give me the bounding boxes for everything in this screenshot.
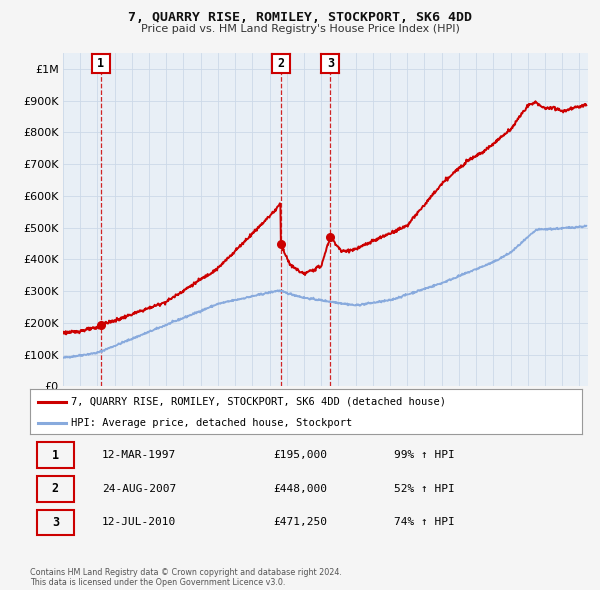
Text: 74% ↑ HPI: 74% ↑ HPI: [394, 517, 455, 527]
Text: 1: 1: [52, 448, 59, 462]
Text: 2: 2: [52, 482, 59, 496]
FancyBboxPatch shape: [37, 476, 74, 502]
Text: 12-MAR-1997: 12-MAR-1997: [102, 450, 176, 460]
Text: 52% ↑ HPI: 52% ↑ HPI: [394, 484, 455, 494]
FancyBboxPatch shape: [37, 442, 74, 468]
Text: £195,000: £195,000: [273, 450, 327, 460]
Text: 12-JUL-2010: 12-JUL-2010: [102, 517, 176, 527]
Text: 7, QUARRY RISE, ROMILEY, STOCKPORT, SK6 4DD: 7, QUARRY RISE, ROMILEY, STOCKPORT, SK6 …: [128, 11, 472, 24]
Text: 7, QUARRY RISE, ROMILEY, STOCKPORT, SK6 4DD (detached house): 7, QUARRY RISE, ROMILEY, STOCKPORT, SK6 …: [71, 397, 446, 407]
Text: Price paid vs. HM Land Registry's House Price Index (HPI): Price paid vs. HM Land Registry's House …: [140, 24, 460, 34]
Text: Contains HM Land Registry data © Crown copyright and database right 2024.
This d: Contains HM Land Registry data © Crown c…: [30, 568, 342, 587]
Text: £471,250: £471,250: [273, 517, 327, 527]
Text: 99% ↑ HPI: 99% ↑ HPI: [394, 450, 455, 460]
Text: 2: 2: [277, 57, 284, 70]
Text: 3: 3: [52, 516, 59, 529]
Text: HPI: Average price, detached house, Stockport: HPI: Average price, detached house, Stoc…: [71, 418, 353, 428]
Text: 24-AUG-2007: 24-AUG-2007: [102, 484, 176, 494]
Text: 3: 3: [327, 57, 334, 70]
Text: £448,000: £448,000: [273, 484, 327, 494]
FancyBboxPatch shape: [37, 510, 74, 535]
Text: 1: 1: [97, 57, 104, 70]
